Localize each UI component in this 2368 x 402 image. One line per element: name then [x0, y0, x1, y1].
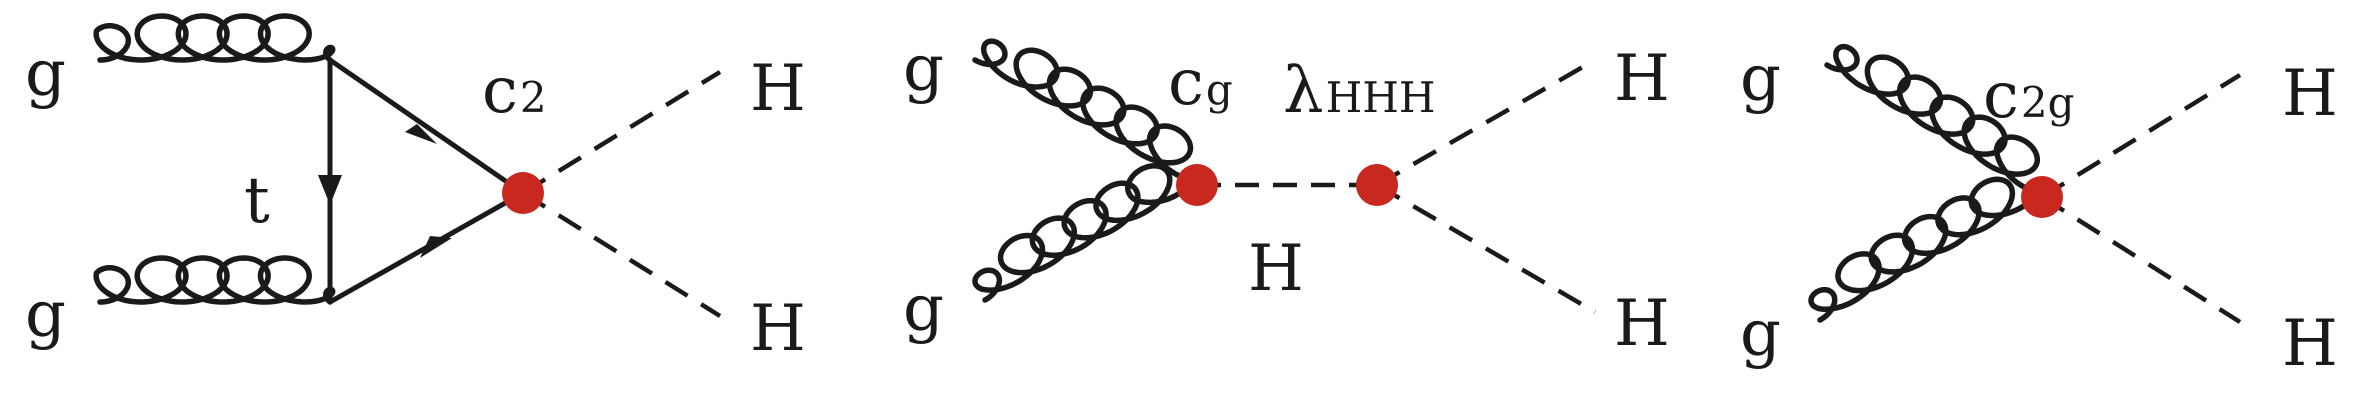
diagram-s-channel: g g cg λHHH H H H	[903, 32, 1670, 361]
label-gluon-in1: g	[1740, 42, 1781, 116]
higgs-line-down	[521, 191, 722, 318]
label-higgs-out1: H	[750, 52, 806, 126]
diagram-contact: g g c2g H H	[1740, 42, 2338, 381]
label-gluon-in1: g	[903, 32, 944, 106]
diagram-triangle: g g t c2 H H	[25, 13, 806, 366]
gluon-line-upper	[1824, 43, 2048, 200]
vertex-cg	[1176, 164, 1218, 206]
label-higgs-out1: H	[2282, 57, 2338, 131]
arrow-lower-icon	[420, 236, 452, 258]
label-gluon-in2: g	[903, 272, 944, 346]
label-coupling-c2: c2	[482, 54, 547, 128]
arrow-down-icon	[318, 175, 342, 205]
vertex-lambda	[1356, 164, 1398, 206]
label-gluon-in2: g	[1740, 297, 1781, 371]
gluon-line-lower	[1808, 176, 2043, 323]
arrow-upper-icon	[405, 124, 437, 144]
gluon-line-upper	[972, 38, 1202, 188]
label-lambda-hhh: λHHH	[1283, 54, 1435, 128]
higgs-line-down	[1375, 183, 1597, 314]
vertex-c2g	[2021, 176, 2063, 218]
label-coupling-c2g: c2g	[1983, 59, 2074, 133]
label-gluon-in2: g	[25, 278, 66, 352]
higgs-line-up	[2040, 73, 2242, 199]
label-higgs-out1: H	[1614, 42, 1670, 116]
label-higgs-out2: H	[2282, 307, 2338, 381]
higgs-line-down	[2040, 195, 2242, 324]
label-quark: t	[244, 164, 270, 238]
higgs-line-up	[521, 70, 722, 195]
top-quark-line-upper	[328, 57, 525, 196]
gluon-line-top	[93, 13, 336, 63]
label-higgs-out2: H	[1614, 287, 1670, 361]
gluon-line-bottom	[93, 255, 336, 305]
gluon-line-lower	[972, 163, 1198, 303]
label-higgs-propagator: H	[1248, 232, 1304, 306]
label-higgs-out2: H	[750, 292, 806, 366]
vertex-c2	[502, 172, 544, 214]
label-coupling-cg: cg	[1168, 46, 1233, 120]
label-gluon-in1: g	[25, 37, 66, 111]
